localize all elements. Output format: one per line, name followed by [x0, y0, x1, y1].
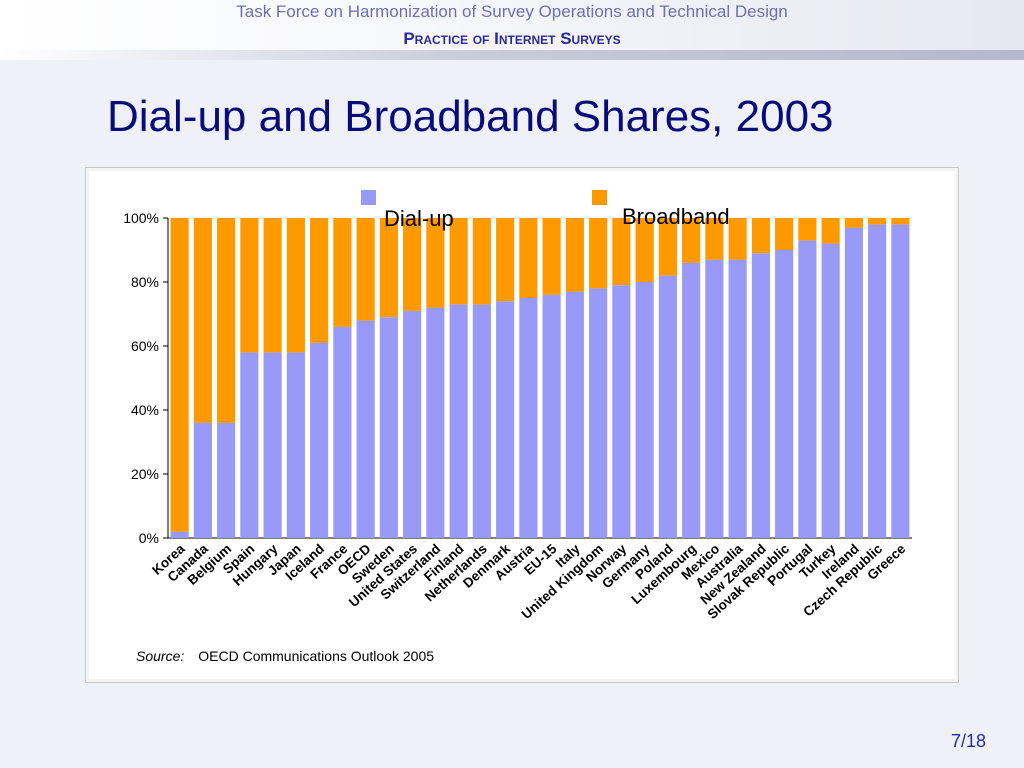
bar-broadband-france [333, 218, 352, 327]
bar-dialup-sweden [379, 317, 398, 538]
bar-dialup-ireland [844, 227, 863, 538]
bar-dialup-united-states [403, 310, 422, 538]
bar-broadband-denmark [496, 218, 515, 302]
bar-dialup-eu-15 [542, 294, 561, 538]
slide-title: Dial-up and Broadband Shares, 2003 [107, 92, 834, 141]
bar-broadband-eu-15 [542, 218, 561, 295]
bar-broadband-sweden [379, 218, 398, 318]
y-tick-label: 0% [139, 530, 159, 546]
bar-dialup-oecd [356, 320, 375, 538]
bar-dialup-poland [658, 275, 677, 538]
bar-dialup-austria [519, 298, 538, 538]
bar-broadband-portugal [798, 218, 817, 241]
chart-frame: 0% 20% 40% 60% 80% 100% Korea Canada Belgium Spai… [85, 167, 959, 683]
bar-dialup-turkey [821, 243, 840, 538]
bar-dialup-japan [286, 352, 305, 538]
bar-dialup-switzerland [426, 307, 445, 538]
header-subtitle: Practice of Internet Surveys [403, 29, 621, 48]
bar-broadband-belgium [217, 218, 236, 423]
legend-label-broadband: Broadband [622, 204, 730, 229]
source-text: OECD Communications Outlook 2005 [198, 648, 435, 664]
stacked-bar-chart: 0%20%40%60%80%100%KoreaCanadaBelgiumSpai… [123, 190, 912, 622]
bar-dialup-belgium [217, 422, 236, 538]
bar-broadband-japan [286, 218, 305, 353]
bar-dialup-spain [240, 352, 259, 538]
bar-broadband-mexico [705, 218, 724, 260]
bar-broadband-new-zealand [751, 218, 770, 254]
bar-broadband-luxembourg [682, 218, 701, 263]
bar-dialup-luxembourg [682, 262, 701, 538]
bar-dialup-netherlands [472, 304, 491, 538]
bar-dialup-greece [891, 224, 910, 538]
y-tick-label: 40% [131, 402, 159, 418]
bar-dialup-united-kingdom [589, 288, 608, 538]
bar-broadband-spain [240, 218, 259, 353]
bar-dialup-france [333, 326, 352, 538]
bar-dialup-hungary [263, 352, 282, 538]
bar-broadband-poland [658, 218, 677, 276]
bar-broadband-korea [170, 218, 189, 532]
bar-dialup-korea [170, 531, 189, 538]
legend-swatch-broadband [592, 190, 607, 205]
legend-label-dialup: Dial-up [384, 206, 454, 231]
y-tick-label: 60% [131, 338, 159, 354]
bar-broadband-slovak-republic [775, 218, 794, 250]
bar-dialup-germany [635, 282, 654, 538]
bar-broadband-hungary [263, 218, 282, 353]
bar-broadband-turkey [821, 218, 840, 244]
bar-dialup-italy [565, 291, 584, 538]
bar-broadband-united-kingdom [589, 218, 608, 289]
bar-broadband-oecd [356, 218, 375, 321]
bar-broadband-united-states [403, 218, 422, 311]
bar-broadband-austria [519, 218, 538, 298]
bar-dialup-iceland [310, 342, 329, 538]
bar-broadband-switzerland [426, 218, 445, 308]
bar-dialup-czech-republic [868, 224, 887, 538]
bar-dialup-portugal [798, 240, 817, 538]
bar-dialup-canada [193, 422, 212, 538]
page-number: 7/18 [950, 731, 986, 751]
bar-dialup-slovak-republic [775, 250, 794, 538]
bar-broadband-ireland [844, 218, 863, 228]
bar-dialup-mexico [705, 259, 724, 538]
bar-broadband-finland [449, 218, 468, 305]
bar-dialup-australia [728, 259, 747, 538]
bar-broadband-iceland [310, 218, 329, 343]
bar-broadband-germany [635, 218, 654, 282]
source-label: Source: [136, 648, 185, 664]
bar-broadband-canada [193, 218, 212, 423]
legend-swatch-dialup [361, 190, 376, 205]
bar-broadband-norway [612, 218, 631, 286]
source-line: Source: OECD Communications Outlook 2005 [136, 648, 434, 664]
bar-dialup-new-zealand [751, 253, 770, 538]
bar-broadband-italy [565, 218, 584, 292]
bar-broadband-greece [891, 218, 910, 225]
bar-dialup-norway [612, 285, 631, 538]
y-tick-label: 20% [131, 466, 159, 482]
bar-broadband-czech-republic [868, 218, 887, 225]
bar-dialup-denmark [496, 301, 515, 538]
y-tick-label: 80% [131, 274, 159, 290]
bar-broadband-australia [728, 218, 747, 260]
bar-broadband-netherlands [472, 218, 491, 305]
header-rule [0, 50, 1024, 60]
header-title: Task Force on Harmonization of Survey Op… [236, 2, 788, 21]
y-tick-label: 100% [123, 210, 159, 226]
bar-dialup-finland [449, 304, 468, 538]
